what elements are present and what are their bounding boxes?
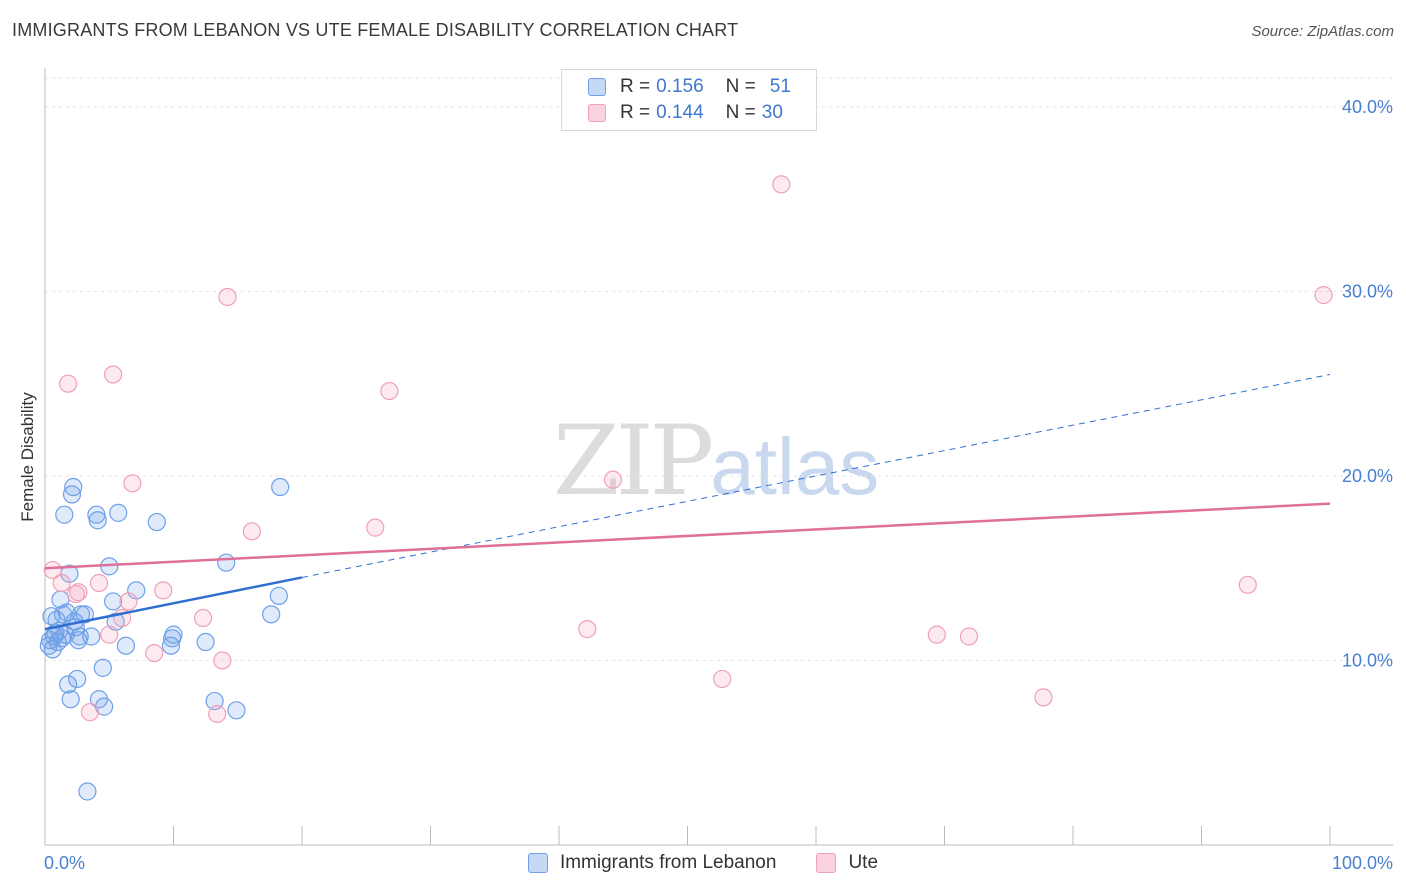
ute-point <box>213 651 232 670</box>
y-tick-label: 10.0% <box>1342 650 1393 670</box>
ute-point <box>52 573 71 593</box>
ute-point <box>66 584 85 604</box>
lebanon-point <box>61 690 80 709</box>
series-legend-lebanon[interactable]: Immigrants from Lebanon <box>527 852 777 874</box>
ute-point <box>366 518 385 537</box>
lebanon-point <box>59 675 78 694</box>
ute-point <box>123 474 142 493</box>
ute-point <box>80 703 100 722</box>
ute-point <box>104 365 123 384</box>
lebanon-point <box>262 605 281 624</box>
watermark-atlas: atlas <box>710 422 880 511</box>
legend-row-lebanon: R = 0.156 N = 51 <box>588 74 791 100</box>
series-label-lebanon: Immigrants from Lebanon <box>559 852 777 873</box>
lebanon-point <box>62 485 82 504</box>
ute-point <box>927 625 946 644</box>
series-legend: Immigrants from Lebanon Ute <box>0 852 1406 874</box>
y-tick-label: 40.0% <box>1342 97 1393 117</box>
ute-point <box>1034 688 1053 707</box>
ute-point <box>772 175 791 194</box>
legend-n-value: 30 <box>761 102 783 123</box>
ute-point <box>578 620 597 639</box>
lebanon-point <box>164 625 183 644</box>
ute-point <box>603 470 623 489</box>
watermark: ZIPatlas <box>553 405 879 517</box>
ute-point <box>119 592 138 611</box>
ute-point <box>69 583 88 602</box>
lebanon-point <box>57 603 76 622</box>
ute-point <box>43 560 62 580</box>
ute-point <box>713 669 732 689</box>
lebanon-trend-line <box>44 576 303 631</box>
legend-row-ute: R = 0.144 N = 30 <box>588 100 783 126</box>
legend-r-label: R = <box>620 76 651 97</box>
lebanon-point <box>196 632 215 652</box>
lebanon-point <box>95 697 114 716</box>
lebanon-point <box>227 701 246 720</box>
ute-point <box>193 608 213 628</box>
ute-point <box>1238 575 1257 594</box>
lebanon-point <box>269 586 288 605</box>
legend-n-label: N = <box>725 76 756 97</box>
ute-point <box>154 581 173 600</box>
lebanon-point <box>82 627 101 646</box>
y-tick-label: 20.0% <box>1342 466 1393 486</box>
chart-title: IMMIGRANTS FROM LEBANON VS UTE FEMALE DI… <box>12 20 739 40</box>
lebanon-point <box>75 605 94 624</box>
lebanon-point <box>109 503 128 522</box>
ute-point <box>218 287 237 307</box>
ute-point <box>59 374 78 393</box>
legend-r-value: 0.144 <box>656 102 704 123</box>
ute-trend-line <box>44 502 1331 570</box>
ute-point <box>1314 286 1333 305</box>
series-legend-ute[interactable]: Ute <box>816 852 878 874</box>
ute-point <box>380 381 399 401</box>
series-swatch-lebanon <box>527 853 548 873</box>
ute-point <box>208 704 227 724</box>
legend-swatch-lebanon <box>588 78 606 96</box>
lebanon-point <box>88 511 107 530</box>
legend-n-label: N = <box>725 102 756 123</box>
ute-point <box>145 643 164 663</box>
lebanon-point <box>78 782 97 801</box>
legend-r-label: R = <box>620 102 651 123</box>
lebanon-point <box>217 553 236 572</box>
x-tick-label: 100.0% <box>1332 853 1393 873</box>
lebanon-point <box>55 505 74 524</box>
correlation-legend: R = 0.156 N = 51 R = 0.144 N = 30 <box>561 69 817 131</box>
lebanon-point <box>68 669 87 689</box>
legend-r-value: 0.156 <box>656 76 704 97</box>
series-label-ute: Ute <box>848 852 879 873</box>
x-tick-label: 0.0% <box>44 853 85 873</box>
lebanon-point <box>104 592 123 611</box>
ute-point <box>242 522 261 541</box>
lebanon-point <box>93 658 112 677</box>
legend-swatch-ute <box>588 104 606 122</box>
lebanon-point <box>147 512 166 532</box>
lebanon-point <box>64 477 83 497</box>
ute-point <box>100 625 119 644</box>
series-swatch-ute <box>816 853 837 873</box>
watermark-zip: ZIP <box>553 405 714 517</box>
lebanon-point <box>271 477 290 497</box>
ute-point <box>89 573 109 593</box>
lebanon-point <box>161 636 181 655</box>
ute-point <box>959 627 979 646</box>
y-axis-label: Female Disability <box>18 392 37 522</box>
source-label: Source: ZipAtlas.com <box>1251 23 1394 40</box>
legend-n-value: 51 <box>769 76 791 97</box>
y-tick-label: 30.0% <box>1342 281 1393 301</box>
lebanon-trend-extension <box>301 373 1331 578</box>
lebanon-point <box>116 636 136 655</box>
